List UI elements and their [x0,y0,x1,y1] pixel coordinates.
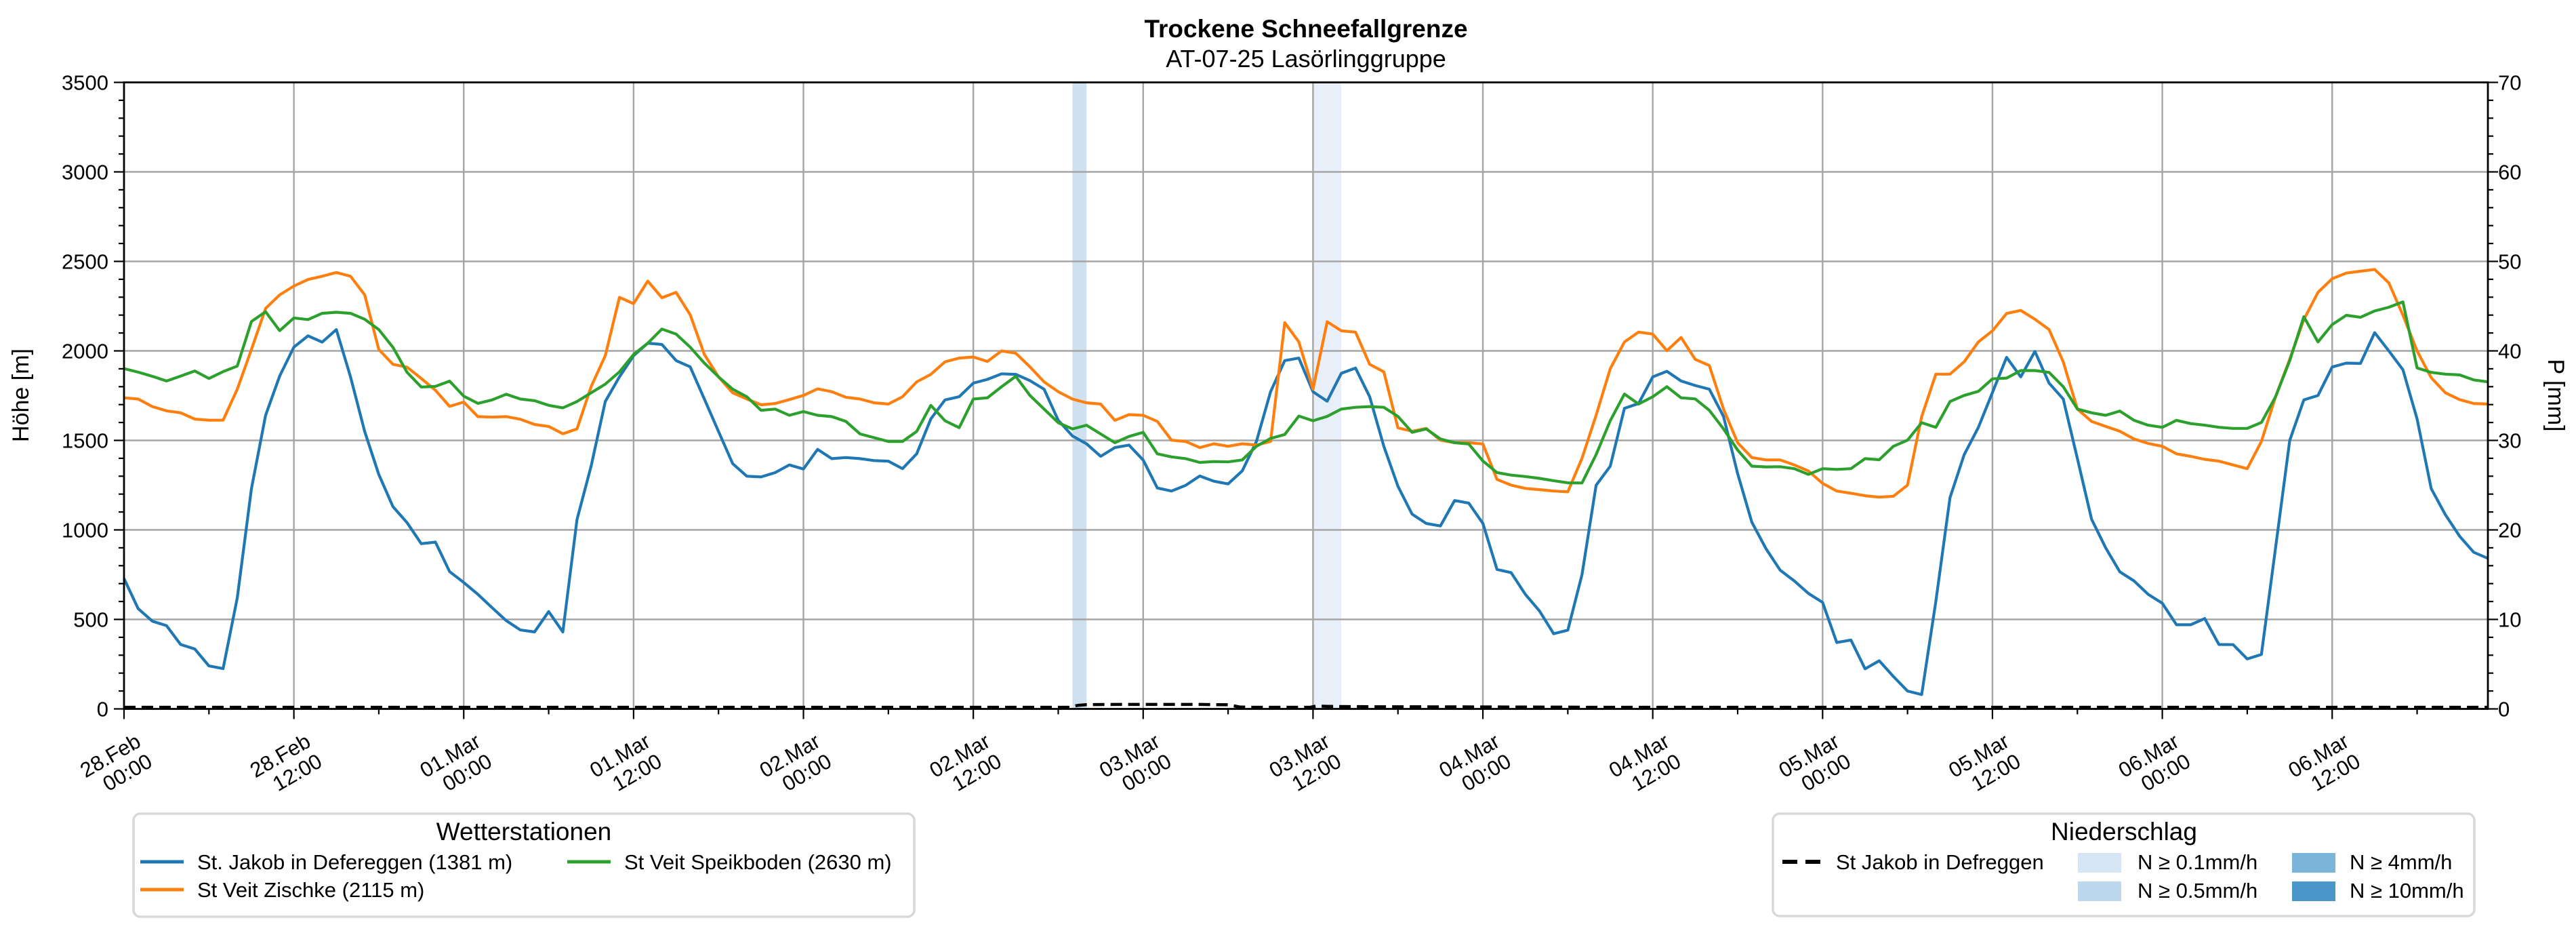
svg-text:N ≥ 0.1mm/h: N ≥ 0.1mm/h [2138,850,2257,874]
svg-text:500: 500 [73,608,108,632]
svg-text:50: 50 [2498,250,2521,274]
svg-text:1000: 1000 [62,519,108,542]
svg-text:Höhe [m]: Höhe [m] [8,349,34,442]
svg-text:3000: 3000 [62,161,108,184]
svg-text:N ≥ 10mm/h: N ≥ 10mm/h [2350,879,2464,902]
svg-text:40: 40 [2498,340,2521,363]
svg-text:P [mm]: P [mm] [2543,359,2569,431]
svg-text:0: 0 [2498,698,2510,721]
svg-text:Wetterstationen: Wetterstationen [436,818,611,846]
svg-text:30: 30 [2498,429,2521,453]
svg-text:AT-07-25 Lasörlinggruppe: AT-07-25 Lasörlinggruppe [1166,45,1446,73]
svg-text:N ≥ 0.5mm/h: N ≥ 0.5mm/h [2138,879,2257,902]
svg-text:Niederschlag: Niederschlag [2051,818,2197,846]
svg-text:10: 10 [2498,608,2521,632]
svg-text:St Veit Zischke (2115 m): St Veit Zischke (2115 m) [197,878,424,902]
svg-text:3500: 3500 [62,71,108,95]
svg-text:N ≥ 4mm/h: N ≥ 4mm/h [2350,850,2452,874]
svg-text:St. Jakob in Defereggen (1381: St. Jakob in Defereggen (1381 m) [197,850,512,874]
svg-text:St Veit Speikboden (2630 m): St Veit Speikboden (2630 m) [624,850,892,874]
svg-text:1500: 1500 [62,429,108,453]
svg-text:St Jakob in Defreggen: St Jakob in Defreggen [1836,850,2044,874]
svg-text:2500: 2500 [62,250,108,274]
svg-text:70: 70 [2498,71,2521,95]
svg-text:Trockene Schneefallgrenze: Trockene Schneefallgrenze [1144,15,1467,43]
svg-text:0: 0 [97,698,108,721]
svg-text:60: 60 [2498,161,2521,184]
svg-text:20: 20 [2498,519,2521,542]
svg-text:2000: 2000 [62,340,108,363]
